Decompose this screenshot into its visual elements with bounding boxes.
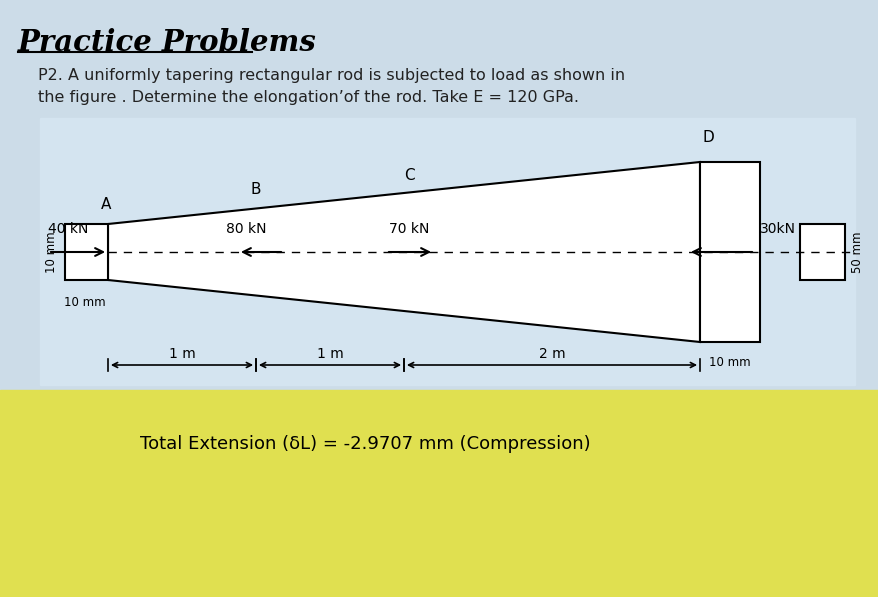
Bar <box>65 224 108 280</box>
Text: the figure . Determine the elongation’of the rod. Take E = 120 GPa.: the figure . Determine the elongation’of… <box>38 90 579 105</box>
Text: B: B <box>250 181 261 196</box>
Text: 30kN: 30kN <box>759 222 795 236</box>
Polygon shape <box>108 162 699 342</box>
Text: Total Extension (δL) = -2.9707 mm (Compression): Total Extension (δL) = -2.9707 mm (Compr… <box>140 435 590 453</box>
Text: 2 m: 2 m <box>538 347 565 361</box>
Text: A: A <box>101 197 111 212</box>
Text: 10 mm: 10 mm <box>64 296 105 309</box>
Bar <box>699 162 759 342</box>
Text: 50 mm: 50 mm <box>851 231 864 273</box>
Bar <box>799 224 844 280</box>
Text: 10 mm: 10 mm <box>46 231 59 273</box>
Text: Practice Problems: Practice Problems <box>18 28 316 57</box>
Text: 10 mm: 10 mm <box>709 356 750 369</box>
Text: P2. A uniformly tapering rectangular rod is subjected to load as shown in: P2. A uniformly tapering rectangular rod… <box>38 68 624 83</box>
Text: 40 kN: 40 kN <box>48 222 89 236</box>
Text: 1 m: 1 m <box>316 347 343 361</box>
Text: 70 kN: 70 kN <box>388 222 428 236</box>
Text: 1 m: 1 m <box>169 347 195 361</box>
Text: D: D <box>702 130 713 145</box>
Bar <box>40 118 854 385</box>
Bar <box>0 390 878 597</box>
Text: 80 kN: 80 kN <box>226 222 266 236</box>
Text: C: C <box>403 168 414 183</box>
